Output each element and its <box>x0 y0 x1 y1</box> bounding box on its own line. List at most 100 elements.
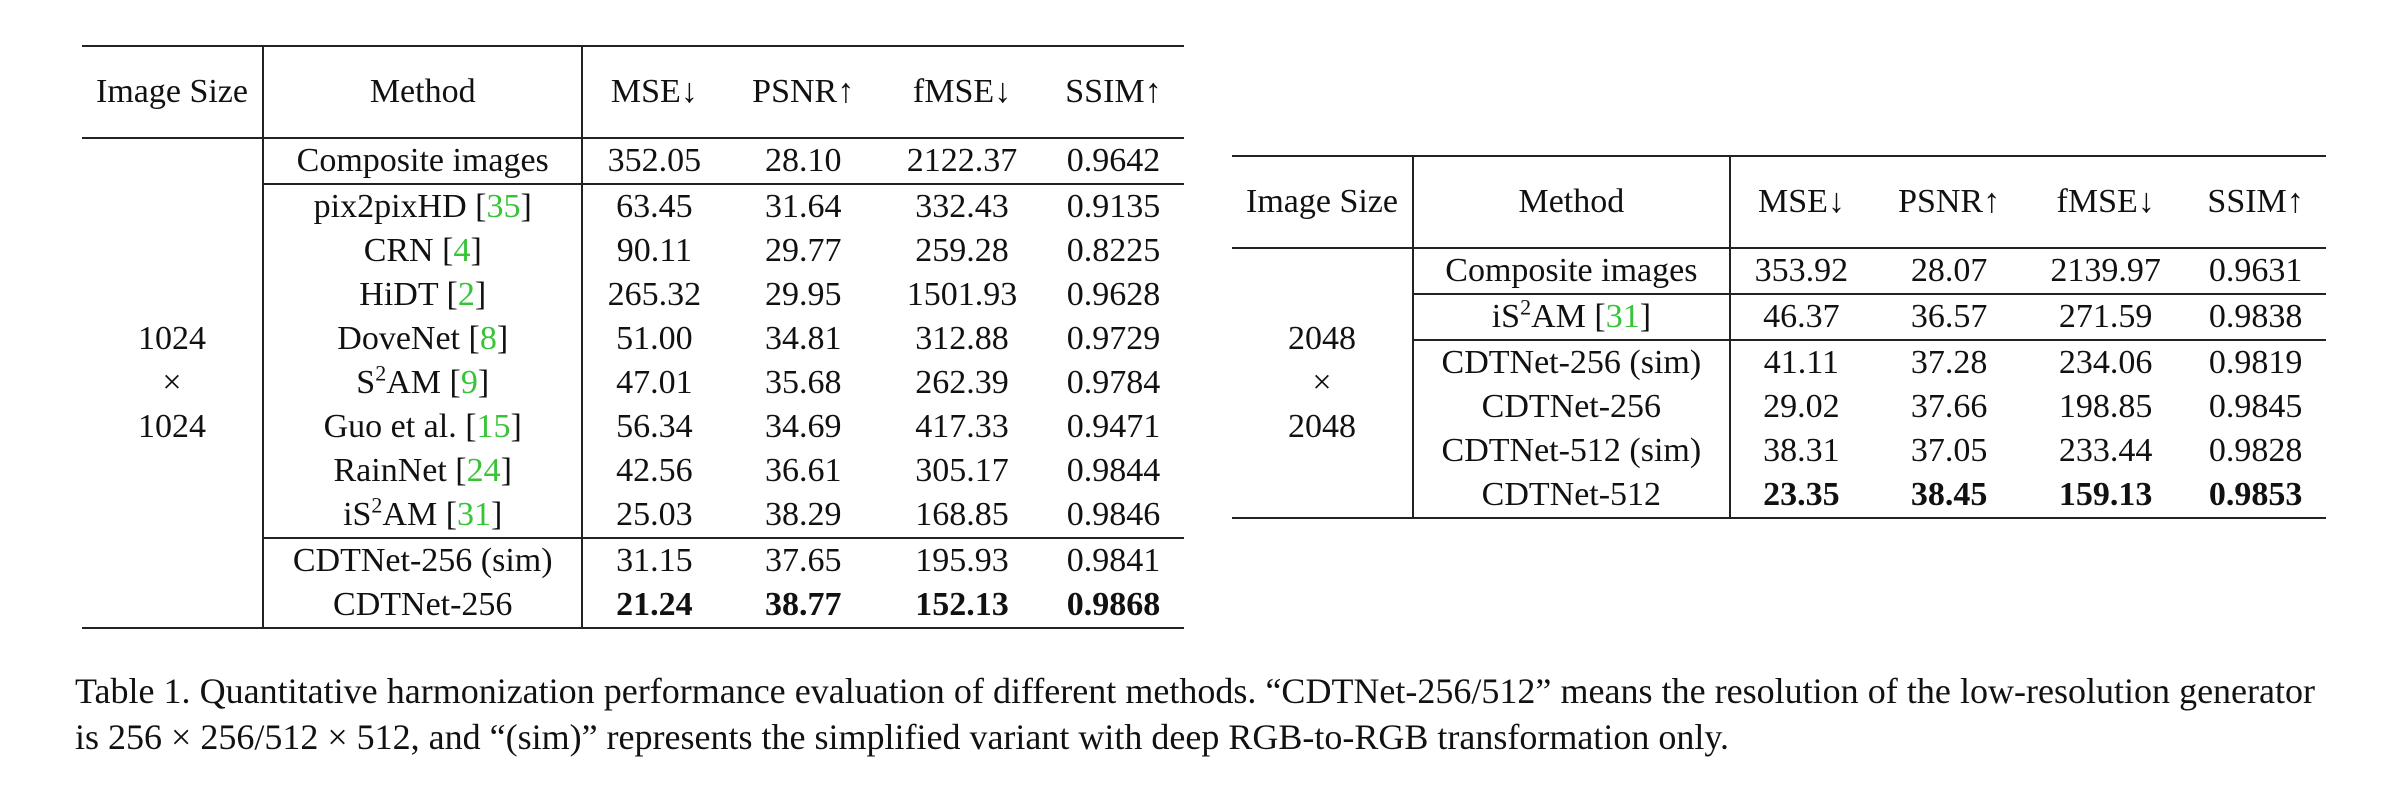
table-row: CRN [4] 90.11 29.77 259.28 0.8225 <box>82 229 1184 273</box>
mse-cell: 63.45 <box>581 183 726 229</box>
mse-cell: 265.32 <box>581 273 726 317</box>
method-cell: CDTNet-256 <box>1412 385 1730 429</box>
method-cell: pix2pixHD [35] <box>261 183 583 229</box>
mse-cell: 42.56 <box>581 449 726 493</box>
citation-link[interactable]: 8 <box>479 320 497 357</box>
ssim-cell: 0.9819 <box>2185 339 2326 385</box>
mse-cell: 29.02 <box>1728 385 1873 429</box>
header-image-size: Image Size <box>96 73 248 110</box>
size-value: 2048 <box>1288 320 1356 357</box>
fmse-cell: 233.44 <box>2058 432 2153 469</box>
psnr-cell: 28.10 <box>764 142 842 179</box>
table-row: pix2pixHD [35] 63.45 31.64 332.43 0.9135 <box>82 183 1184 229</box>
mse-cell: 46.37 <box>1728 293 1873 340</box>
table-row: CDTNet-512 23.35 38.45 159.13 0.9853 <box>1232 473 2326 518</box>
ssim-cell: 0.9135 <box>1042 183 1184 229</box>
table-row: CDTNet-256 21.24 38.77 152.13 0.9868 <box>82 583 1184 628</box>
mse-cell: 90.11 <box>581 229 726 273</box>
mse-cell: 38.31 <box>1728 429 1873 473</box>
fmse-cell: 332.43 <box>881 183 1043 229</box>
psnr-cell: 34.69 <box>764 408 842 445</box>
table-header-row: Image Size Method MSE↓ PSNR↑ fMSE↓ SSIM↑ <box>82 46 1184 138</box>
method-cell: CDTNet-256 (sim) <box>261 537 583 583</box>
mse-cell: 56.34 <box>581 405 726 449</box>
header-fmse: fMSE↓ <box>2056 183 2155 220</box>
psnr-cell: 38.45 <box>1910 476 1988 513</box>
header-mse: MSE↓ <box>1728 156 1873 248</box>
mse-cell: 21.24 <box>581 583 726 628</box>
header-psnr: PSNR↑ <box>752 73 855 110</box>
image-size-cell: 1024 × 1024 <box>82 138 263 628</box>
method-cell: Guo et al. [15] <box>261 405 583 449</box>
psnr-cell: 38.29 <box>764 496 842 533</box>
mse-cell: 47.01 <box>581 361 726 405</box>
fmse-cell: 159.13 <box>2058 476 2153 513</box>
method-cell: Composite images <box>1412 248 1730 294</box>
table-row: HiDT [2] 265.32 29.95 1501.93 0.9628 <box>82 273 1184 317</box>
citation-link[interactable]: 24 <box>466 452 501 489</box>
psnr-cell: 29.77 <box>764 232 842 269</box>
mse-cell: 41.11 <box>1728 339 1873 385</box>
table-row: CDTNet-512 (sim) 38.31 37.05 233.44 0.98… <box>1232 429 2326 473</box>
header-method: Method <box>1412 156 1730 248</box>
fmse-cell: 2122.37 <box>906 142 1018 179</box>
fmse-cell: 271.59 <box>2026 293 2186 340</box>
fmse-cell: 152.13 <box>915 586 1009 623</box>
table-row: Guo et al. [15] 56.34 34.69 417.33 0.947… <box>82 405 1184 449</box>
fmse-cell: 2139.97 <box>2050 252 2161 289</box>
method-cell: iS2AM [31] <box>1412 293 1730 340</box>
results-table-2048: Image Size Method MSE↓ PSNR↑ fMSE↓ SSIM↑… <box>1232 155 2326 519</box>
method-cell: HiDT [2] <box>261 273 583 317</box>
psnr-cell: 38.77 <box>764 586 842 623</box>
header-fmse: fMSE↓ <box>912 73 1012 110</box>
ssim-cell: 0.9845 <box>2208 388 2303 425</box>
psnr-cell: 36.61 <box>764 452 842 489</box>
ssim-cell: 0.9631 <box>2208 252 2303 289</box>
table-row: 2048 × 2048 Composite images 353.92 28.0… <box>1232 248 2326 445</box>
header-ssim: SSIM↑ <box>1065 73 1162 110</box>
ssim-cell: 0.9846 <box>1066 496 1161 533</box>
table-row: DoveNet [8] 51.00 34.81 312.88 0.9729 <box>82 317 1184 361</box>
mse-cell: 23.35 <box>1728 473 1873 518</box>
ssim-cell: 0.9784 <box>1066 364 1161 401</box>
image-size-cell: 2048 × 2048 <box>1232 248 1413 518</box>
size-value: 2048 <box>1288 408 1356 445</box>
table-row: CDTNet-256 (sim) 41.11 37.28 234.06 0.98… <box>1232 339 2326 385</box>
citation-link[interactable]: 4 <box>453 232 471 269</box>
ssim-cell: 0.9853 <box>2208 476 2303 513</box>
psnr-cell: 35.68 <box>764 364 842 401</box>
table-row: CDTNet-256 (sim) 31.15 37.65 195.93 0.98… <box>82 537 1184 583</box>
citation-link[interactable]: 15 <box>476 408 511 445</box>
size-times: × <box>162 364 182 401</box>
ssim-cell: 0.9628 <box>1066 276 1161 313</box>
ssim-cell: 0.8225 <box>1066 232 1161 269</box>
fmse-cell: 195.93 <box>881 537 1043 583</box>
mse-cell: 352.05 <box>581 138 726 184</box>
header-mse: MSE↓ <box>581 46 726 138</box>
ssim-cell: 0.9841 <box>1042 537 1184 583</box>
size-value: 1024 <box>138 320 206 357</box>
table-row: S2AM [9] 47.01 35.68 262.39 0.9784 <box>82 361 1184 405</box>
ssim-cell: 0.9729 <box>1066 320 1161 357</box>
header-image-size: Image Size <box>1246 183 1398 220</box>
ssim-cell: 0.9838 <box>2185 293 2326 340</box>
citation-link[interactable]: 9 <box>460 364 478 401</box>
citation-link[interactable]: 31 <box>1605 298 1640 335</box>
psnr-cell: 37.65 <box>725 537 882 583</box>
mse-cell: 31.15 <box>581 537 726 583</box>
method-cell: CDTNet-256 <box>261 583 583 628</box>
method-cell: iS2AM [31] <box>261 493 583 538</box>
fmse-cell: 198.85 <box>2058 388 2153 425</box>
mse-cell: 353.92 <box>1728 248 1873 294</box>
table-row: iS2AM [31] 46.37 36.57 271.59 0.9838 <box>1232 293 2326 340</box>
method-cell: DoveNet [8] <box>261 317 583 361</box>
ssim-cell: 0.9471 <box>1066 408 1161 445</box>
citation-link[interactable]: 31 <box>457 496 492 533</box>
psnr-cell: 37.05 <box>1910 432 1988 469</box>
citation-link[interactable]: 35 <box>486 188 521 225</box>
citation-link[interactable]: 2 <box>457 276 475 313</box>
fmse-cell: 1501.93 <box>906 276 1018 313</box>
ssim-cell: 0.9828 <box>2208 432 2303 469</box>
fmse-cell: 259.28 <box>915 232 1009 269</box>
size-value: 1024 <box>138 408 206 445</box>
